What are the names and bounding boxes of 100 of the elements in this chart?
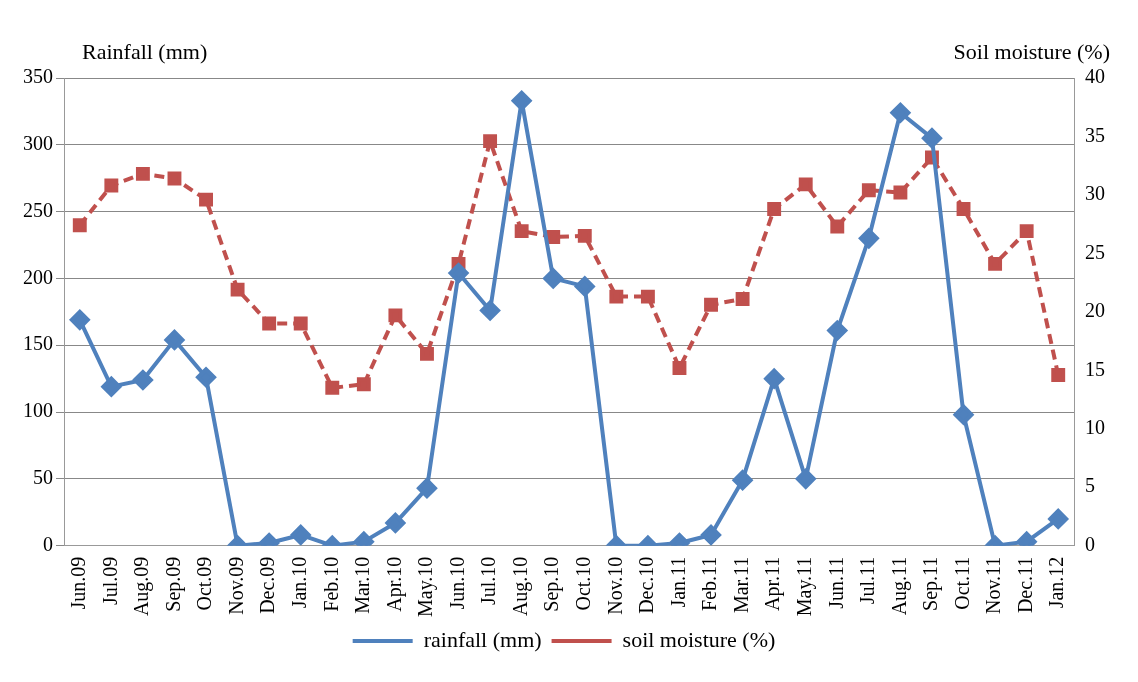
point bbox=[230, 282, 245, 297]
y-tick-label: 300 bbox=[23, 132, 53, 155]
point bbox=[196, 367, 217, 388]
point bbox=[290, 524, 311, 545]
point bbox=[861, 183, 876, 198]
legend-label: rainfall (mm) bbox=[423, 626, 542, 652]
x-tick-label: Sep.09 bbox=[161, 556, 185, 612]
x-tick-label: Jul.10 bbox=[477, 556, 500, 605]
point bbox=[420, 346, 434, 361]
point bbox=[732, 470, 753, 491]
point bbox=[953, 404, 974, 425]
x-tick-label: Aug.11 bbox=[887, 556, 911, 616]
point bbox=[511, 90, 532, 111]
x-tick-label: Apr.10 bbox=[382, 556, 406, 612]
x-tick-label: Sep.11 bbox=[919, 556, 943, 611]
x-tick-label: Nov.09 bbox=[224, 556, 247, 615]
point bbox=[132, 369, 153, 390]
y-axis-title: Rainfall (mm) bbox=[82, 38, 208, 64]
point bbox=[164, 329, 185, 350]
point bbox=[293, 316, 308, 331]
x-tick-label: Feb.10 bbox=[319, 556, 342, 612]
point bbox=[701, 524, 722, 545]
point bbox=[672, 360, 687, 375]
y2-tick-label: 30 bbox=[1085, 182, 1105, 205]
point bbox=[199, 192, 213, 207]
legend-label: soil moisture (%) bbox=[622, 626, 776, 652]
point bbox=[385, 512, 406, 533]
y2-axis-title: Soil moisture (%) bbox=[953, 38, 1110, 64]
point bbox=[893, 185, 908, 200]
point bbox=[69, 309, 90, 330]
x-tick-label: Apr.11 bbox=[761, 556, 785, 611]
point bbox=[135, 166, 150, 181]
x-tick-label: Dec.11 bbox=[1013, 556, 1036, 614]
x-tick-label: Aug.09 bbox=[130, 556, 154, 617]
point bbox=[640, 289, 655, 304]
y-tick-label: 200 bbox=[23, 265, 53, 288]
point bbox=[325, 380, 340, 395]
x-tick-label: Mar.10 bbox=[351, 556, 374, 614]
point bbox=[416, 478, 437, 499]
x-tick-label: Jan.11 bbox=[666, 556, 689, 608]
y-tick-label: 350 bbox=[23, 65, 53, 88]
x-tick-label: Aug.10 bbox=[508, 556, 532, 617]
y-tick-label: 50 bbox=[33, 466, 53, 489]
x-tick-label: Jun.11 bbox=[824, 556, 847, 609]
point bbox=[890, 102, 911, 123]
x-tick-label: Jan.10 bbox=[287, 556, 310, 609]
point bbox=[543, 268, 564, 289]
point bbox=[830, 219, 845, 234]
y2-tick-label: 35 bbox=[1085, 123, 1105, 146]
point bbox=[609, 289, 624, 304]
x-tick-label: Jul.11 bbox=[856, 556, 879, 605]
point bbox=[483, 134, 498, 149]
y2-tick-label: 10 bbox=[1085, 415, 1105, 438]
x-tick-label: Feb.11 bbox=[698, 556, 721, 611]
point bbox=[704, 297, 718, 312]
point bbox=[795, 468, 816, 489]
x-tick-label: Nov.10 bbox=[603, 556, 626, 615]
point bbox=[1051, 368, 1066, 382]
x-tick-label: May.11 bbox=[792, 556, 816, 617]
x-tick-label: Jun.09 bbox=[67, 556, 90, 610]
y2-tick-label: 5 bbox=[1085, 474, 1095, 497]
x-tick-label: May.10 bbox=[414, 556, 438, 618]
x-tick-label: Mar.11 bbox=[729, 556, 752, 614]
point bbox=[167, 171, 182, 186]
point bbox=[764, 368, 785, 389]
point bbox=[827, 320, 848, 341]
y-tick-label: 150 bbox=[23, 332, 53, 355]
x-tick-label: Jan.12 bbox=[1045, 556, 1068, 609]
point bbox=[921, 128, 942, 149]
point bbox=[1019, 224, 1034, 239]
point bbox=[356, 377, 371, 392]
x-tick-label: Dec.09 bbox=[256, 556, 279, 614]
y2-tick-label: 40 bbox=[1085, 65, 1105, 88]
point bbox=[514, 224, 529, 239]
point bbox=[104, 178, 119, 193]
point bbox=[574, 276, 595, 297]
x-tick-label: Nov.11 bbox=[982, 556, 1005, 615]
x-tick-label: Dec.10 bbox=[635, 556, 658, 614]
y-tick-label: 0 bbox=[43, 532, 53, 555]
point bbox=[388, 308, 403, 323]
x-tick-label: Jul.09 bbox=[98, 556, 121, 605]
point bbox=[956, 201, 971, 216]
point bbox=[448, 263, 469, 284]
y-tick-label: 250 bbox=[23, 198, 53, 221]
point bbox=[988, 256, 1003, 271]
point bbox=[480, 300, 501, 321]
point bbox=[262, 316, 277, 331]
x-tick-label: Oct.11 bbox=[950, 556, 973, 610]
point bbox=[1048, 508, 1069, 529]
y2-tick-label: 15 bbox=[1085, 357, 1105, 380]
point bbox=[72, 218, 87, 233]
point bbox=[546, 230, 561, 244]
point bbox=[735, 292, 750, 306]
y2-tick-label: 0 bbox=[1085, 532, 1095, 555]
x-tick-label: Oct.09 bbox=[193, 556, 216, 611]
point bbox=[858, 228, 879, 249]
y2-tick-label: 25 bbox=[1085, 240, 1105, 263]
y-tick-label: 100 bbox=[23, 399, 53, 422]
point bbox=[767, 201, 782, 216]
y2-tick-label: 20 bbox=[1085, 299, 1105, 322]
